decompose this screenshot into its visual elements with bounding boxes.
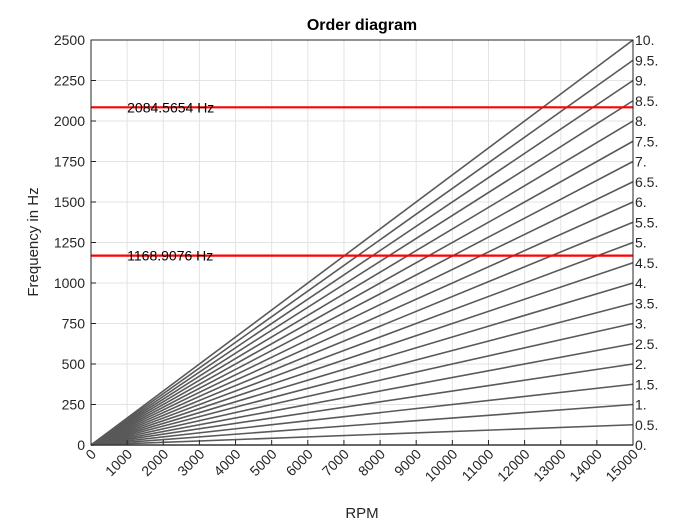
order-line [90, 100, 634, 446]
y-tick-label: 500 [62, 356, 86, 372]
order-line [90, 120, 634, 446]
y-tick-label: 2500 [54, 32, 85, 48]
order-label: 10. [635, 32, 654, 48]
order-line [90, 261, 634, 446]
x-tick-label: 14000 [566, 446, 605, 485]
order-line [90, 282, 634, 446]
y-tick-label: 0 [77, 437, 85, 453]
order-label: 1. [635, 397, 647, 413]
y-axis-ticks: 0 250 500 750 1000 1250 1500 1750 2000 2250 2500 [54, 32, 96, 453]
x-tick-label: 3000 [174, 446, 207, 479]
frequency-markers: 2084.5654 Hz 1168.9076 Hz [91, 99, 633, 264]
order-label: 6. [635, 194, 647, 210]
order-label: 8.5. [635, 93, 658, 109]
x-tick-label: 6000 [283, 446, 316, 479]
x-tick-label: 11000 [458, 446, 496, 484]
x-tick-label: 5000 [246, 446, 279, 479]
order-line [90, 79, 634, 446]
order-label: 0. [635, 437, 647, 453]
x-axis-ticks: 0 1000 2000 3000 4000 5000 6000 7000 8000 9000100… [82, 440, 641, 485]
order-label: 3. [635, 316, 647, 332]
x-tick-label: 10000 [422, 446, 461, 485]
y-tick-label: 1500 [54, 194, 85, 210]
order-label: 4.5. [635, 255, 658, 271]
order-line [90, 403, 634, 446]
order-label: 5. [635, 235, 647, 251]
order-label: 7.5. [635, 133, 658, 149]
order-label: 7. [635, 154, 647, 170]
x-tick-label: 9000 [391, 446, 424, 479]
order-line [90, 201, 634, 446]
order-line [90, 140, 634, 446]
order-label: 2. [635, 356, 647, 372]
x-tick-label: 8000 [355, 446, 388, 479]
order-label: 3.5. [635, 295, 658, 311]
order-line [90, 241, 634, 446]
chart-title: Order diagram [307, 17, 417, 34]
order-label: 6.5. [635, 174, 658, 190]
order-label: 2.5. [635, 336, 658, 352]
y-tick-label: 750 [62, 316, 86, 332]
order-label: 9. [635, 73, 647, 89]
y-tick-label: 250 [62, 397, 86, 413]
order-line [90, 342, 634, 446]
y-tick-label: 1250 [54, 235, 85, 251]
y-tick-label: 1000 [54, 275, 85, 291]
y-tick-label: 2250 [54, 73, 85, 89]
order-label: 4. [635, 275, 647, 291]
order-line [90, 383, 634, 446]
order-line [90, 181, 634, 446]
x-tick-label: 4000 [210, 446, 243, 479]
order-line [90, 423, 634, 446]
y-tick-label: 2000 [54, 113, 85, 129]
order-label: 5.5. [635, 214, 658, 230]
frequency-marker-label: 1168.9076 Hz [127, 248, 213, 264]
order-label: 9.5. [635, 52, 658, 68]
order-label: 0.5. [635, 417, 658, 433]
x-tick-label: 2000 [138, 446, 171, 479]
x-tick-label: 1000 [102, 446, 135, 479]
order-label: 1.5. [635, 376, 658, 392]
x-axis-label: RPM [345, 505, 378, 522]
order-lines [90, 39, 634, 446]
order-line [90, 322, 634, 446]
x-tick-label: 13000 [530, 446, 569, 485]
order-labels: 0.0.5.1.1.5.2.2.5.3.3.5.4.4.5.5.5.5.6.6.… [635, 32, 658, 453]
frequency-marker-label: 2084.5654 Hz [127, 99, 214, 115]
order-line [90, 160, 634, 446]
order-line [90, 59, 634, 446]
y-tick-label: 1750 [54, 154, 85, 170]
x-tick-label: 12000 [494, 446, 533, 485]
order-line [90, 221, 634, 446]
order-line [90, 302, 634, 446]
x-tick-label: 7000 [319, 446, 352, 479]
y-axis-label: Frequency in Hz [25, 187, 42, 296]
order-label: 8. [635, 113, 647, 129]
order-line [90, 363, 634, 446]
